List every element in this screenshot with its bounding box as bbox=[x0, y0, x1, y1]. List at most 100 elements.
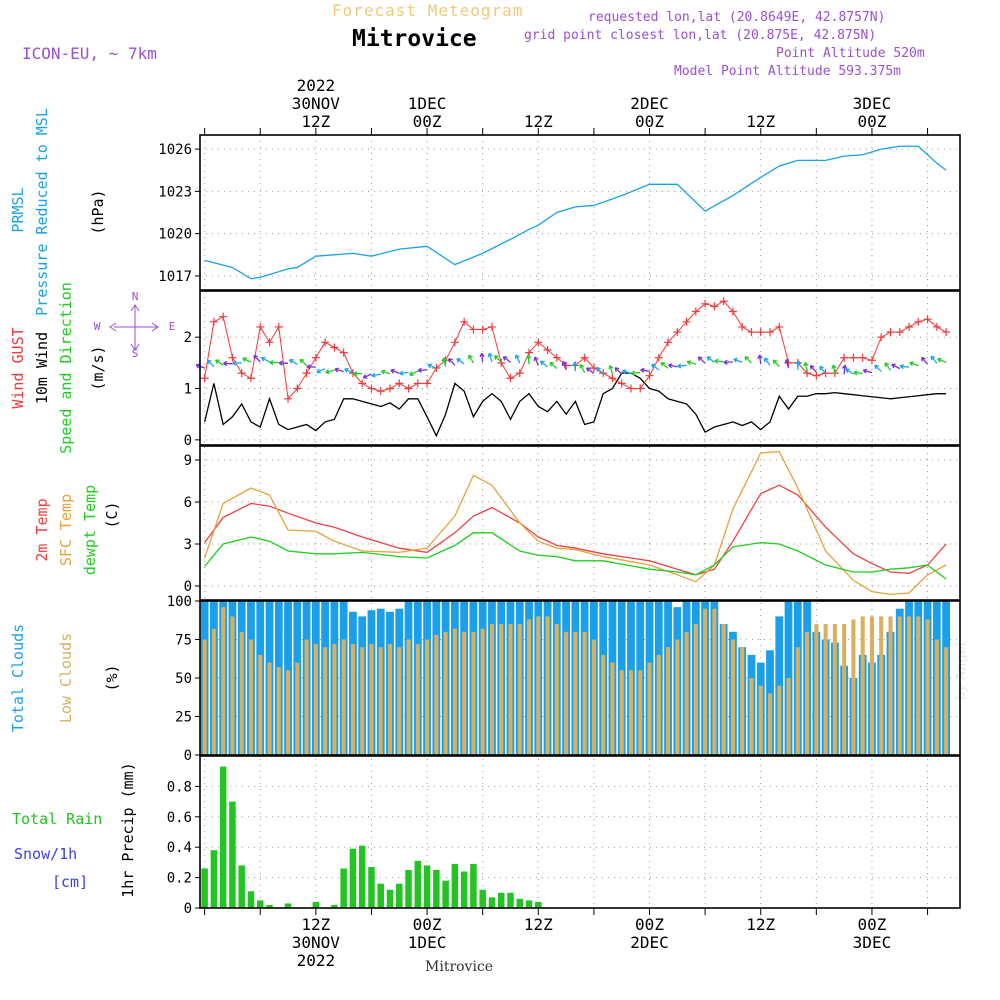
low-cloud-bar bbox=[786, 678, 791, 755]
wind-arrow-head bbox=[456, 358, 461, 363]
low-cloud-bar bbox=[647, 662, 652, 755]
gust-point bbox=[543, 346, 552, 355]
y-tick-label: 1017 bbox=[158, 269, 192, 285]
wind-arrow-head bbox=[630, 370, 636, 376]
wind-arrow-head bbox=[733, 357, 738, 363]
wind-arrow bbox=[334, 368, 344, 373]
wind-arrow bbox=[456, 358, 465, 365]
y-tick-label: 0.6 bbox=[167, 810, 192, 826]
y-tick-label: 0 bbox=[184, 433, 192, 449]
low-cloud-bar bbox=[823, 624, 828, 755]
y-tick-label: 0.8 bbox=[167, 779, 192, 795]
wind-arrow-head bbox=[514, 354, 520, 359]
low-cloud-bar bbox=[656, 654, 661, 755]
low-cloud-bar bbox=[564, 631, 569, 755]
wind-arrow bbox=[448, 358, 456, 366]
gust-point bbox=[728, 307, 737, 316]
rain-bar bbox=[358, 845, 366, 908]
gust-point bbox=[914, 317, 923, 326]
bottom-time-label: 1DEC bbox=[408, 933, 447, 952]
wind-arrow bbox=[853, 371, 863, 375]
low-cloud-bar bbox=[304, 639, 309, 755]
rain-bar bbox=[257, 900, 264, 908]
low-cloud-bar bbox=[666, 647, 671, 755]
y-tick-label: 9 bbox=[184, 453, 192, 469]
wind-arrow-head bbox=[640, 367, 645, 373]
wind-arrow bbox=[843, 365, 846, 375]
wind-arrow bbox=[609, 365, 614, 375]
top-time-label: 00Z bbox=[635, 112, 664, 131]
bottom-time-label: 2022 bbox=[297, 951, 336, 970]
wind-arrow bbox=[660, 362, 669, 369]
wind-arrow-head bbox=[862, 368, 868, 374]
wind-arrow-head bbox=[819, 365, 824, 371]
wind-arrow bbox=[698, 356, 706, 364]
rain-bar bbox=[349, 848, 357, 908]
wind-arrow-head bbox=[269, 359, 274, 366]
rain-bar bbox=[247, 891, 255, 908]
wind-arrow-head bbox=[809, 364, 815, 370]
rain-bar bbox=[460, 871, 468, 908]
low-cloud-bar bbox=[897, 616, 902, 755]
precip-unit-label: 1hr Precip (mm) bbox=[119, 762, 137, 897]
wind-arrow-head bbox=[409, 371, 414, 376]
wind-arrow bbox=[909, 361, 919, 367]
wind-arrow bbox=[481, 353, 484, 363]
low-cloud-bar bbox=[795, 647, 800, 755]
gust-point bbox=[358, 379, 367, 388]
gust-point bbox=[330, 343, 339, 352]
wind-arrow-head bbox=[223, 360, 228, 367]
rain-bar bbox=[340, 868, 347, 908]
low-cloud-bar bbox=[879, 616, 884, 755]
wind-arrow bbox=[930, 355, 938, 364]
gust-point bbox=[534, 338, 543, 347]
wind-arrow-head bbox=[427, 363, 433, 369]
wind-arrow bbox=[325, 369, 335, 374]
compass-e: E bbox=[169, 320, 176, 333]
low-cloud-bar bbox=[276, 667, 281, 755]
gust-point bbox=[877, 333, 886, 342]
y-tick-label: 1 bbox=[184, 382, 192, 398]
gust-point bbox=[423, 379, 432, 388]
wind-arrow bbox=[785, 359, 790, 369]
low-cloud-bar bbox=[573, 631, 578, 755]
gust-point bbox=[682, 317, 691, 326]
wind-arrow-head bbox=[306, 364, 311, 370]
wind-direction-arrows bbox=[195, 352, 947, 379]
wind-arrow-head bbox=[668, 363, 673, 369]
rain-bar bbox=[423, 865, 431, 908]
low-cloud-bar bbox=[313, 644, 318, 755]
low-cloud-bar bbox=[230, 616, 235, 755]
wind-arrow-head bbox=[371, 372, 376, 378]
rain-bar bbox=[368, 866, 375, 908]
wind-gust-label: Wind GUST bbox=[9, 327, 27, 408]
wind-arrow bbox=[668, 364, 678, 368]
low-cloud-bar bbox=[248, 639, 254, 755]
gust-point bbox=[932, 322, 941, 331]
rain-bar bbox=[238, 865, 245, 908]
low-cloud-bar bbox=[211, 628, 216, 755]
wind-arrow bbox=[764, 357, 771, 366]
low-cloud-bar bbox=[749, 678, 754, 755]
wind-arrow-head bbox=[525, 354, 532, 360]
point-altitude: Point Altitude 520m bbox=[776, 46, 925, 61]
wind-arrow bbox=[579, 364, 586, 373]
dewpt-label: dewpt Temp bbox=[81, 485, 99, 575]
low-cloud-bar bbox=[369, 644, 374, 755]
rain-bar bbox=[386, 889, 394, 908]
gust-point bbox=[293, 384, 302, 393]
wind-arrow bbox=[832, 364, 836, 375]
wind-arrow-head bbox=[596, 366, 601, 372]
rain-bar bbox=[396, 883, 403, 908]
gust-point bbox=[339, 348, 348, 357]
gust-point bbox=[311, 353, 320, 362]
gust-point bbox=[228, 353, 237, 362]
wind-arrow-head bbox=[651, 363, 656, 369]
wind-arrow bbox=[937, 358, 947, 363]
wind-arrow bbox=[863, 369, 873, 374]
rain-bar bbox=[497, 892, 505, 908]
gust-point bbox=[367, 384, 376, 393]
rain-bar bbox=[433, 870, 440, 908]
rain-bar bbox=[507, 892, 514, 908]
gust-point bbox=[200, 374, 209, 383]
